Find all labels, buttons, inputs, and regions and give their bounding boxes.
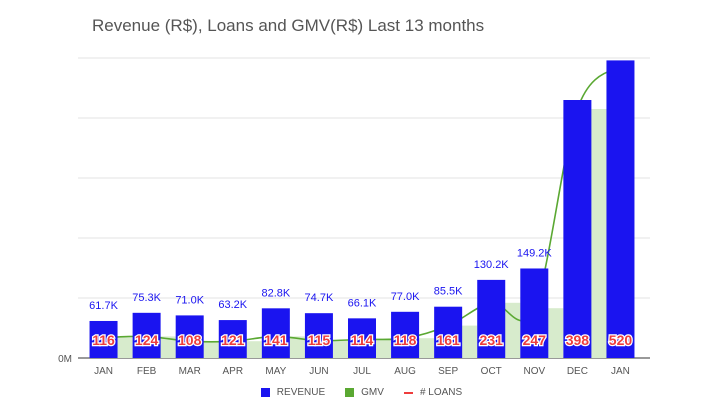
- legend-swatch-gmv: [345, 388, 355, 397]
- revenue-data-label: 149.2K: [517, 247, 553, 259]
- grid-lines: [78, 57, 650, 359]
- x-tick-label: MAR: [179, 366, 201, 377]
- revenue-bar: [132, 312, 161, 358]
- revenue-bar: [434, 306, 463, 358]
- y-tick-label: 0M: [58, 354, 72, 365]
- loans-data-label: 121: [221, 332, 245, 348]
- loans-data-label: 161: [436, 332, 460, 348]
- revenue-data-label: 75.3K: [132, 292, 161, 304]
- revenue-bar: [477, 279, 506, 358]
- revenue-data-label: 66.1K: [348, 297, 377, 309]
- x-tick-label: AUG: [394, 366, 416, 377]
- x-tick-label: FEB: [137, 366, 157, 377]
- legend-item-revenue[interactable]: REVENUE: [260, 387, 326, 398]
- legend-label-revenue: REVENUE: [276, 387, 326, 398]
- loans-data-label: 114: [351, 332, 374, 348]
- chart-plot: 61.7K 75.3K 71.0K 63.2K 82.8K 74.7K 66.1K 77.0K…: [58, 57, 650, 377]
- loans-data-label: 115: [308, 332, 331, 348]
- revenue-data-label: 71.0K: [175, 294, 204, 306]
- revenue-bar: [175, 315, 204, 358]
- x-tick-label: JAN: [94, 366, 113, 377]
- revenue-data-label: 63.2K: [218, 299, 247, 311]
- gmv-series: [89, 65, 635, 359]
- legend-swatch-revenue: [260, 388, 270, 397]
- loans-data-label: 520: [609, 332, 633, 348]
- revenue-bar: [218, 320, 247, 358]
- axes: JAN FEB MAR APR MAY JUN JUL AUG SEP OCT NOV DEC JAN 0…: [58, 354, 630, 377]
- x-tick-label: OCT: [481, 366, 502, 377]
- revenue-data-label: 77.0K: [391, 291, 420, 303]
- revenue-data-label: 61.7K: [89, 300, 118, 312]
- x-tick-label: SEP: [438, 366, 458, 377]
- loans-data-label: 141: [264, 332, 288, 348]
- revenue-series: [89, 60, 635, 359]
- x-tick-label: MAY: [265, 366, 286, 377]
- loans-data-label: 118: [394, 332, 417, 348]
- legend: REVENUE GMV # LOANS: [0, 387, 723, 398]
- legend-swatch-loans: [403, 391, 413, 394]
- x-tick-label: NOV: [523, 366, 545, 377]
- revenue-bar: [261, 308, 290, 358]
- revenue-bar: [304, 313, 333, 358]
- loans-data-label: 116: [92, 332, 115, 348]
- revenue-data-label: 82.8K: [261, 287, 290, 299]
- legend-item-loans[interactable]: # LOANS: [403, 387, 463, 398]
- revenue-bar: [606, 60, 635, 359]
- loans-data-label: 108: [178, 332, 202, 348]
- loans-data-label: 124: [135, 332, 159, 348]
- x-tick-label: APR: [222, 366, 243, 377]
- revenue-bar: [89, 320, 118, 358]
- legend-label-gmv: GMV: [361, 387, 384, 398]
- revenue-bar: [391, 311, 420, 358]
- x-tick-label: JUN: [309, 366, 328, 377]
- x-tick-label: JUL: [353, 366, 371, 377]
- x-tick-label: JAN: [611, 366, 630, 377]
- x-tick-label: DEC: [567, 366, 588, 377]
- revenue-bar: [348, 318, 376, 358]
- revenue-data-label: 85.5K: [434, 286, 463, 298]
- loans-data-label: 231: [480, 332, 504, 348]
- data-labels: 61.7K 75.3K 71.0K 63.2K 82.8K 74.7K 66.1K 77.0K…: [89, 247, 633, 349]
- loans-data-label: 247: [523, 332, 547, 348]
- legend-label-loans: # LOANS: [419, 387, 463, 398]
- revenue-bar: [563, 100, 592, 358]
- revenue-data-label: 130.2K: [474, 259, 510, 271]
- chart-title: Revenue (R$), Loans and GMV(R$) Last 13 …: [92, 16, 485, 35]
- legend-item-gmv[interactable]: GMV: [345, 387, 384, 398]
- loans-data-label: 398: [566, 332, 590, 348]
- revenue-bar: [520, 268, 549, 358]
- revenue-data-label: 74.7K: [305, 292, 334, 304]
